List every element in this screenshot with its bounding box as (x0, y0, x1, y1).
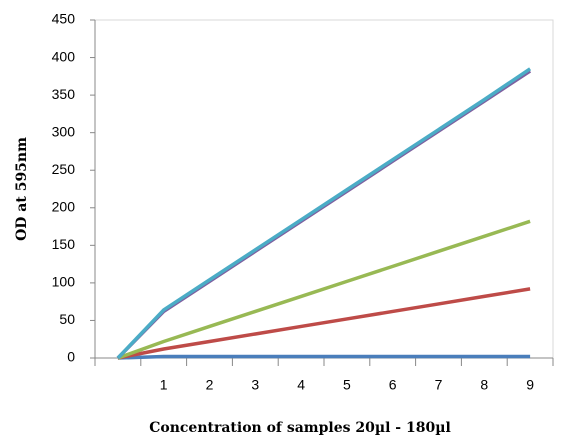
x-tick-label: 8 (480, 377, 488, 393)
y-tick-label: 100 (52, 274, 76, 290)
x-tick-label: 7 (435, 377, 443, 393)
plot-border (94, 19, 554, 359)
y-tick-label: 50 (59, 311, 75, 327)
y-tick-label: 350 (52, 86, 76, 102)
x-tick-label: 2 (206, 377, 214, 393)
x-tick-label: 6 (389, 377, 397, 393)
x-axis-label: Concentration of samples 20µl - 180µl (149, 420, 451, 436)
x-tick-label: 4 (297, 377, 305, 393)
y-tick-label: 200 (52, 198, 76, 214)
series-line (117, 287, 531, 360)
series-line (116, 69, 532, 360)
x-tick-label: 1 (160, 377, 168, 393)
x-tick-label: 5 (343, 377, 351, 393)
y-tick-label: 300 (52, 123, 76, 139)
y-tick-label: 0 (67, 349, 75, 365)
y-tick-label: 400 (52, 48, 76, 64)
y-tick-label: 150 (52, 236, 76, 252)
series-line (116, 67, 532, 360)
series-line (117, 219, 531, 360)
y-tick-label: 250 (52, 161, 76, 177)
series-line (117, 354, 531, 360)
x-tick-label: 3 (251, 377, 259, 393)
x-tick-label: 9 (526, 377, 534, 393)
y-axis-label: OD at 595nm (14, 137, 30, 241)
y-tick-label: 450 (52, 11, 76, 27)
